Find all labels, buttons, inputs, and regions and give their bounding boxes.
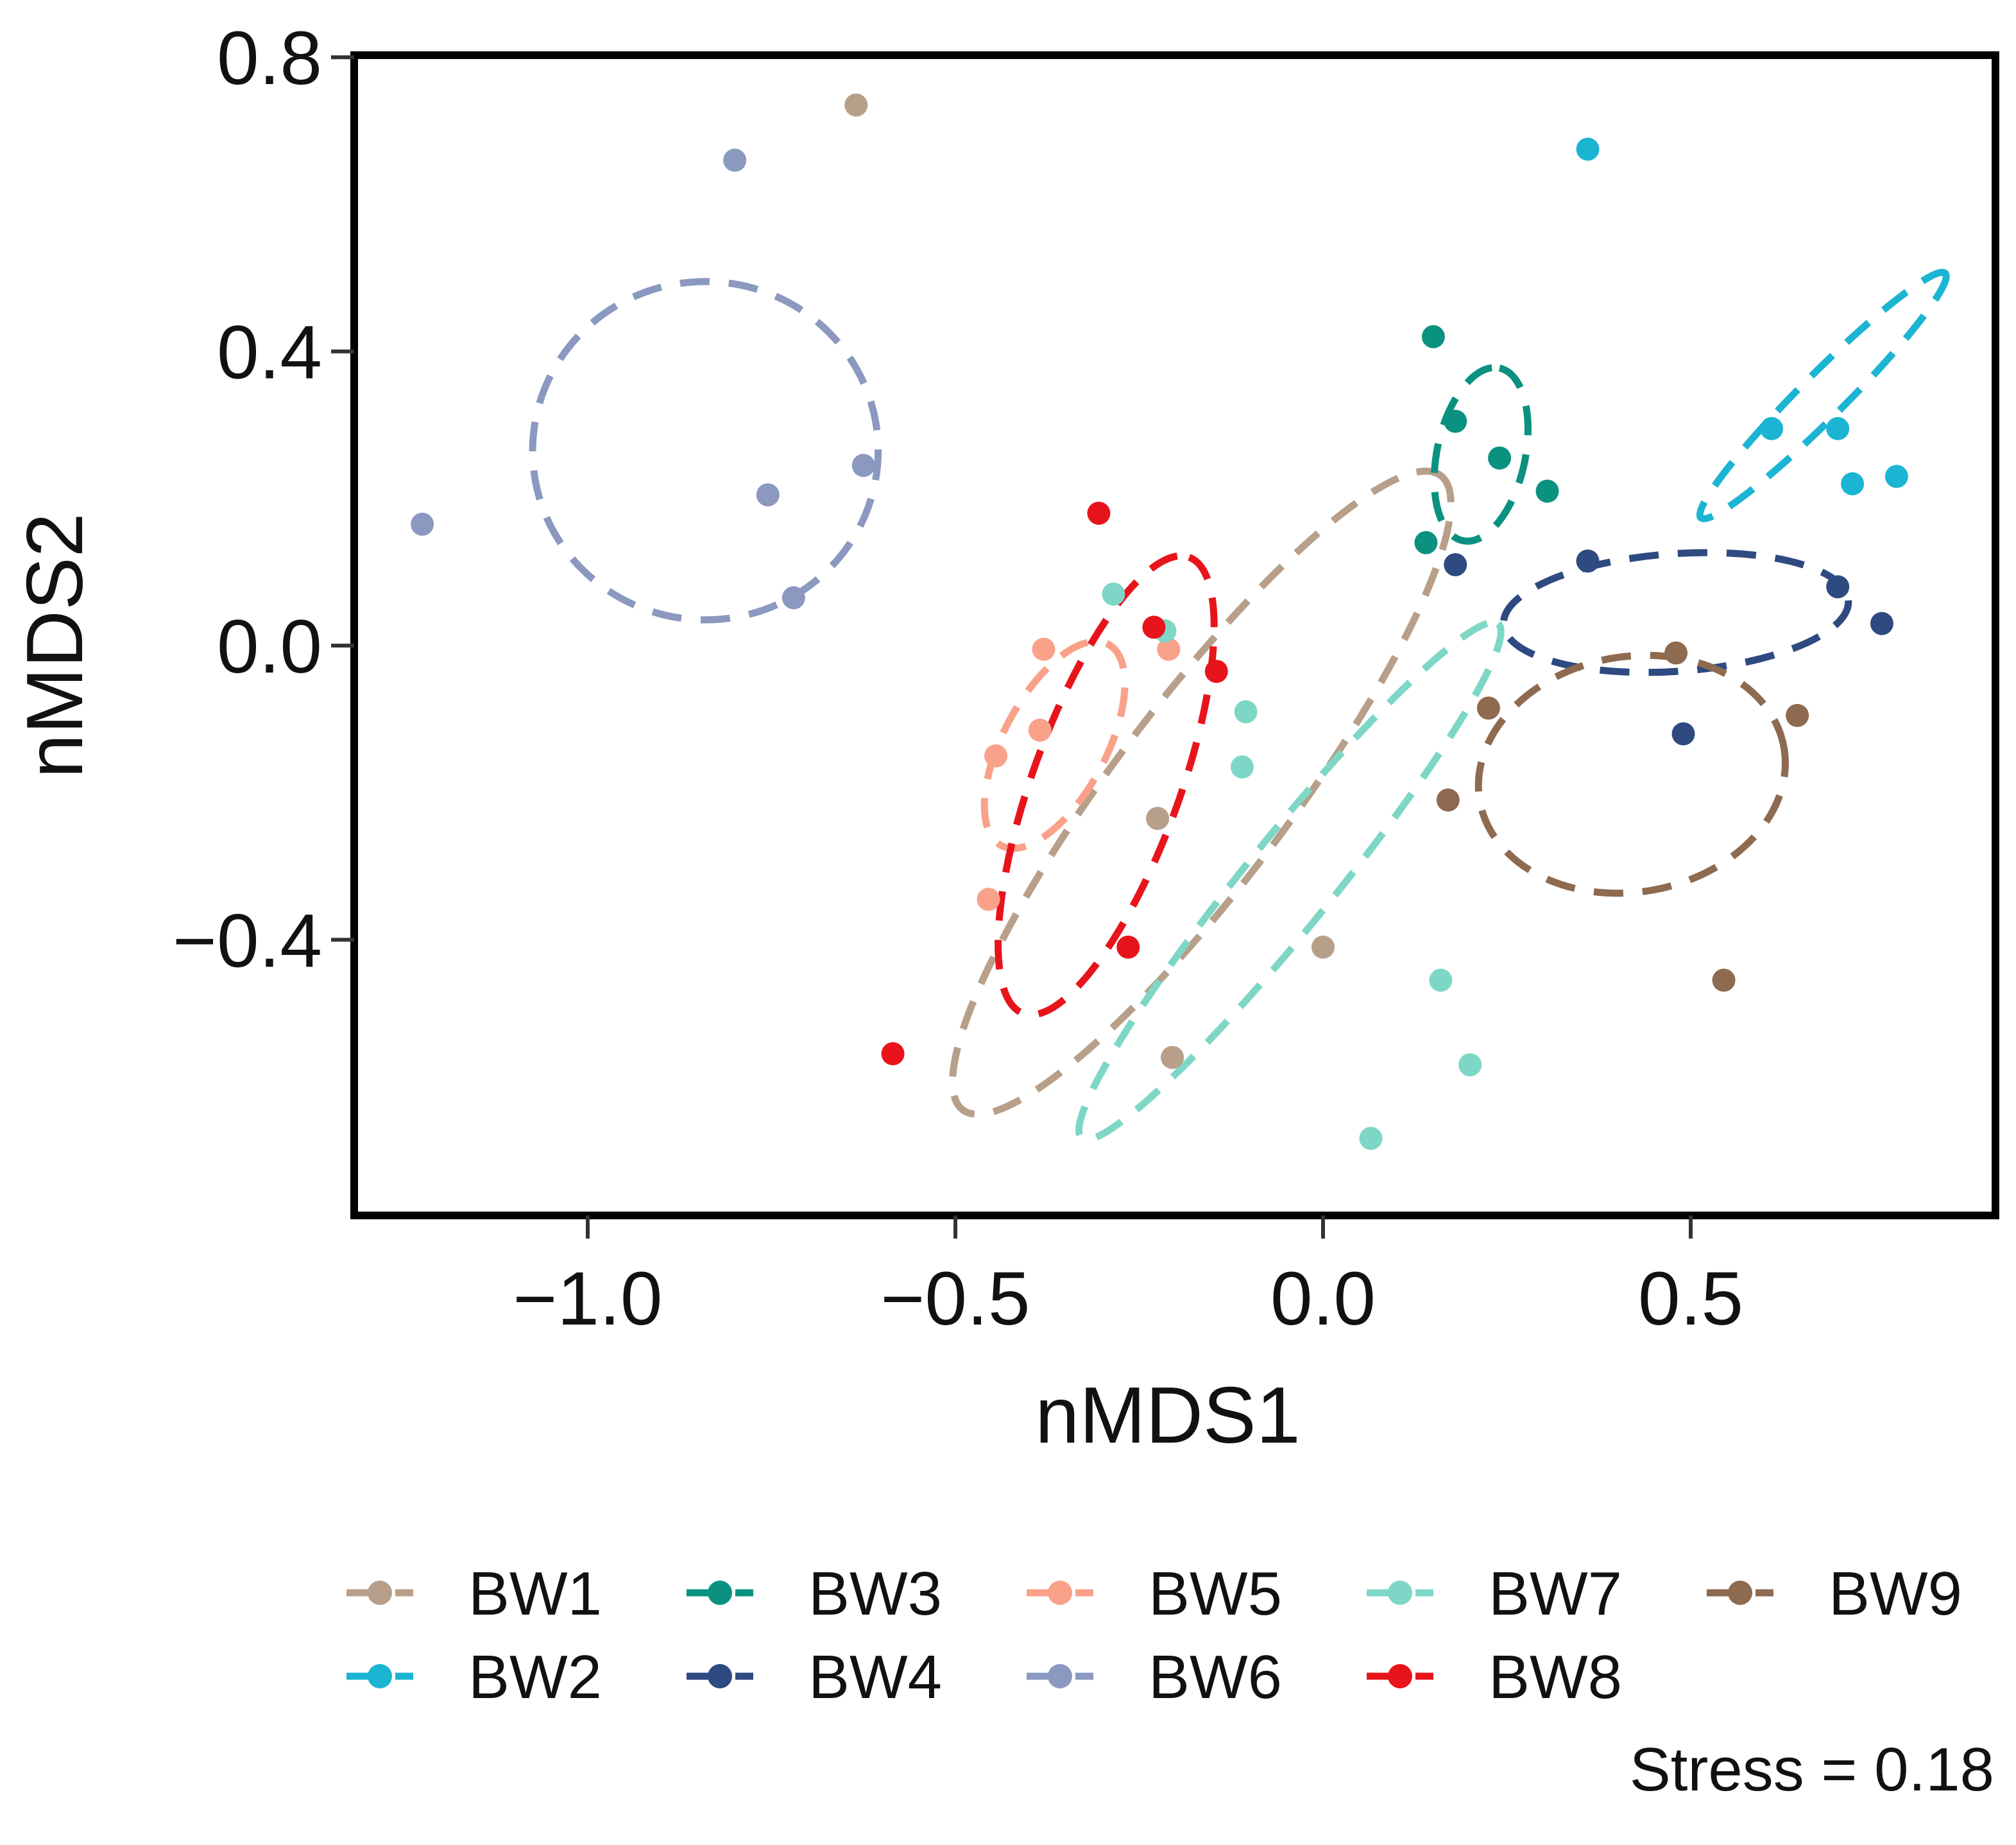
point-bw8-4 xyxy=(881,1042,905,1066)
ellipse-bw9 xyxy=(1474,651,1789,897)
point-bw5-3 xyxy=(984,744,1008,768)
point-bw9-3 xyxy=(1786,703,1809,727)
legend-item-bw4: BW4 xyxy=(687,1643,942,1712)
point-bw4-1 xyxy=(1576,549,1600,573)
x-tick-label-1-0: −1.0 xyxy=(513,1257,663,1341)
point-bw1-0 xyxy=(844,93,868,117)
ellipse-bw8 xyxy=(995,552,1218,1018)
y-axis-ticks: −0.4 0.0 0.4 0.8 xyxy=(173,16,354,983)
legend-item-bw2: BW2 xyxy=(346,1643,602,1712)
legend-label-bw9: BW9 xyxy=(1829,1559,1962,1628)
legend-label-bw8: BW8 xyxy=(1489,1643,1622,1712)
point-bw7-3 xyxy=(1230,755,1254,779)
y-tick-label-0-4: 0.4 xyxy=(217,311,322,395)
legend-item-bw8: BW8 xyxy=(1367,1643,1622,1712)
y-tick-label-0-0: 0.0 xyxy=(217,605,322,689)
point-bw2-4 xyxy=(1884,465,1908,488)
legend-label-bw3: BW3 xyxy=(808,1559,942,1628)
point-bw6-0 xyxy=(723,148,747,172)
point-bw9-0 xyxy=(1476,696,1500,720)
point-bw1-2 xyxy=(1311,935,1335,959)
point-bw4-3 xyxy=(1826,575,1850,599)
legend-key-point-bw8 xyxy=(1388,1664,1412,1688)
legend-item-bw7: BW7 xyxy=(1367,1559,1622,1628)
stress-annotation: Stress = 0.18 xyxy=(1630,1735,1994,1804)
point-bw4-0 xyxy=(1444,553,1467,576)
y-axis-title: nMDS2 xyxy=(11,513,99,778)
point-bw7-6 xyxy=(1429,968,1453,992)
point-bw8-0 xyxy=(1087,501,1111,525)
point-bw8-2 xyxy=(1204,660,1228,683)
point-bw3-0 xyxy=(1421,325,1445,348)
point-bw4-2 xyxy=(1671,722,1695,746)
point-bw7-5 xyxy=(1359,1126,1383,1150)
point-bw6-4 xyxy=(411,512,434,536)
point-bw4-4 xyxy=(1870,612,1893,635)
ellipse-bw2 xyxy=(1696,268,1950,522)
x-axis-ticks: −1.0 −0.5 0.0 0.5 xyxy=(513,1215,1743,1341)
point-bw9-1 xyxy=(1436,788,1460,812)
legend-key-point-bw4 xyxy=(708,1664,732,1688)
point-bw8-3 xyxy=(1116,935,1140,959)
ellipse-bw4 xyxy=(1499,549,1852,676)
y-tick-label-0-8: 0.8 xyxy=(217,16,322,101)
point-bw2-0 xyxy=(1576,137,1600,161)
point-bw3-2 xyxy=(1488,446,1512,470)
point-bw2-2 xyxy=(1826,416,1850,440)
point-bw3-4 xyxy=(1414,531,1438,554)
point-bw2-1 xyxy=(1760,416,1784,440)
ellipse-bw3 xyxy=(1430,364,1532,545)
legend-key-point-bw5 xyxy=(1048,1581,1072,1605)
legend-label-bw4: BW4 xyxy=(808,1643,942,1712)
legend-label-bw7: BW7 xyxy=(1489,1559,1622,1628)
legend-key-point-bw2 xyxy=(368,1664,392,1688)
point-bw9-2 xyxy=(1664,641,1688,665)
legend-key-point-bw3 xyxy=(708,1581,732,1605)
point-bw9-4 xyxy=(1712,968,1736,992)
legend-label-bw2: BW2 xyxy=(468,1643,602,1712)
legend-item-bw5: BW5 xyxy=(1027,1559,1282,1628)
legend-item-bw1: BW1 xyxy=(346,1559,602,1628)
x-tick-label-0-0: 0.0 xyxy=(1270,1257,1376,1341)
point-bw1-3 xyxy=(1161,1045,1184,1069)
legend-key-point-bw9 xyxy=(1728,1581,1752,1605)
point-bw5-1 xyxy=(1157,637,1181,661)
legend-item-bw3: BW3 xyxy=(687,1559,942,1628)
legend-label-bw5: BW5 xyxy=(1149,1559,1282,1628)
legend-item-bw9: BW9 xyxy=(1707,1559,1962,1628)
ellipse-bw7 xyxy=(1075,619,1505,1144)
point-bw1-1 xyxy=(1146,807,1170,830)
legend-label-bw6: BW6 xyxy=(1149,1643,1282,1712)
x-tick-label-0-5: −0.5 xyxy=(881,1257,1030,1341)
legend: BW1 BW2 BW3 BW4 BW5 BW6 BW7 BW8 BW9 xyxy=(346,1559,1962,1712)
point-bw5-0 xyxy=(1032,637,1055,661)
x-tick-label-0-5: 0.5 xyxy=(1638,1257,1743,1341)
plot-panel-border xyxy=(350,51,1999,1219)
point-bw5-2 xyxy=(1028,718,1052,742)
point-bw3-1 xyxy=(1444,409,1467,433)
point-bw6-1 xyxy=(756,483,780,507)
point-bw5-4 xyxy=(977,888,1000,911)
ellipse-bw6 xyxy=(529,278,882,624)
legend-key-point-bw7 xyxy=(1388,1581,1412,1605)
point-bw8-1 xyxy=(1142,615,1166,639)
legend-key-point-bw6 xyxy=(1048,1664,1072,1688)
point-bw6-2 xyxy=(851,454,875,477)
ellipse-bw5 xyxy=(980,637,1129,852)
data-points xyxy=(411,93,1908,1150)
point-bw3-3 xyxy=(1535,479,1559,503)
x-axis-title: nMDS1 xyxy=(1035,1371,1300,1460)
legend-label-bw1: BW1 xyxy=(468,1559,602,1628)
point-bw7-2 xyxy=(1234,700,1258,724)
y-tick-label-0-4: −0.4 xyxy=(173,898,322,983)
legend-item-bw6: BW6 xyxy=(1027,1643,1282,1712)
point-bw6-3 xyxy=(782,586,805,610)
point-bw7-4 xyxy=(1458,1053,1482,1077)
legend-key-point-bw1 xyxy=(368,1581,392,1605)
point-bw7-0 xyxy=(1102,582,1125,606)
confidence-ellipses xyxy=(529,268,1950,1144)
point-bw2-3 xyxy=(1841,472,1865,495)
ellipse-bw1 xyxy=(949,467,1455,1118)
